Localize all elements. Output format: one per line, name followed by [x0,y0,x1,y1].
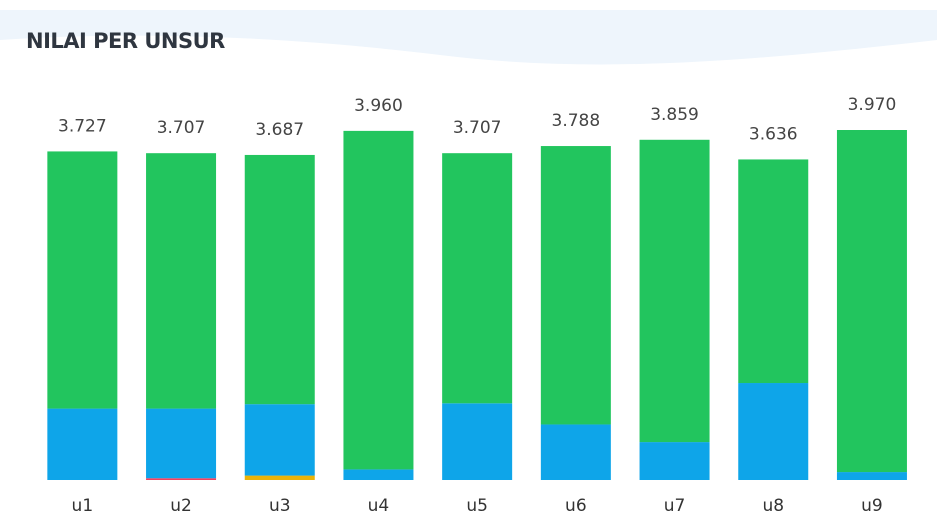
bar-segment [47,408,118,480]
x-tick-label: u9 [861,496,883,515]
x-tick-label: u3 [269,496,291,515]
total-label: 3.859 [650,105,699,125]
bar-segment [639,442,710,480]
x-tick-label: u2 [170,496,192,515]
bar-segment [47,151,118,409]
total-label: 3.960 [354,96,403,116]
bar-segment [442,153,513,404]
bar-segment [146,478,217,480]
total-label: 3.707 [453,118,502,138]
x-tick-label: u6 [565,496,587,515]
bar-segment [639,139,710,443]
bar-segment [738,383,809,480]
header-wave [0,10,937,65]
x-tick-label: u8 [762,496,784,515]
bar-segment [244,475,315,480]
x-tick-label: u7 [664,496,686,515]
bar-segment [836,130,907,473]
chart-title: NILAI PER UNSUR [26,29,225,53]
total-label: 3.788 [552,111,601,131]
total-label: 3.636 [749,124,798,144]
bar-segment [540,424,611,480]
bar-segment [244,404,315,476]
total-label: 3.970 [848,95,897,115]
bar-segment [146,153,217,409]
total-label: 3.707 [157,118,206,138]
x-tick-label: u1 [72,496,94,515]
bar-segment [244,154,315,405]
bar-segment [442,403,513,480]
total-label: 3.687 [255,120,304,140]
bar-segment [343,469,414,480]
bar-segment [146,408,217,479]
x-tick-label: u5 [466,496,488,515]
bar-segment [343,130,414,470]
total-label: 3.727 [58,116,107,136]
bar-segment [540,146,611,425]
bar-segment [738,159,809,384]
x-tick-label: u4 [368,496,390,515]
bar-segment [836,472,907,480]
